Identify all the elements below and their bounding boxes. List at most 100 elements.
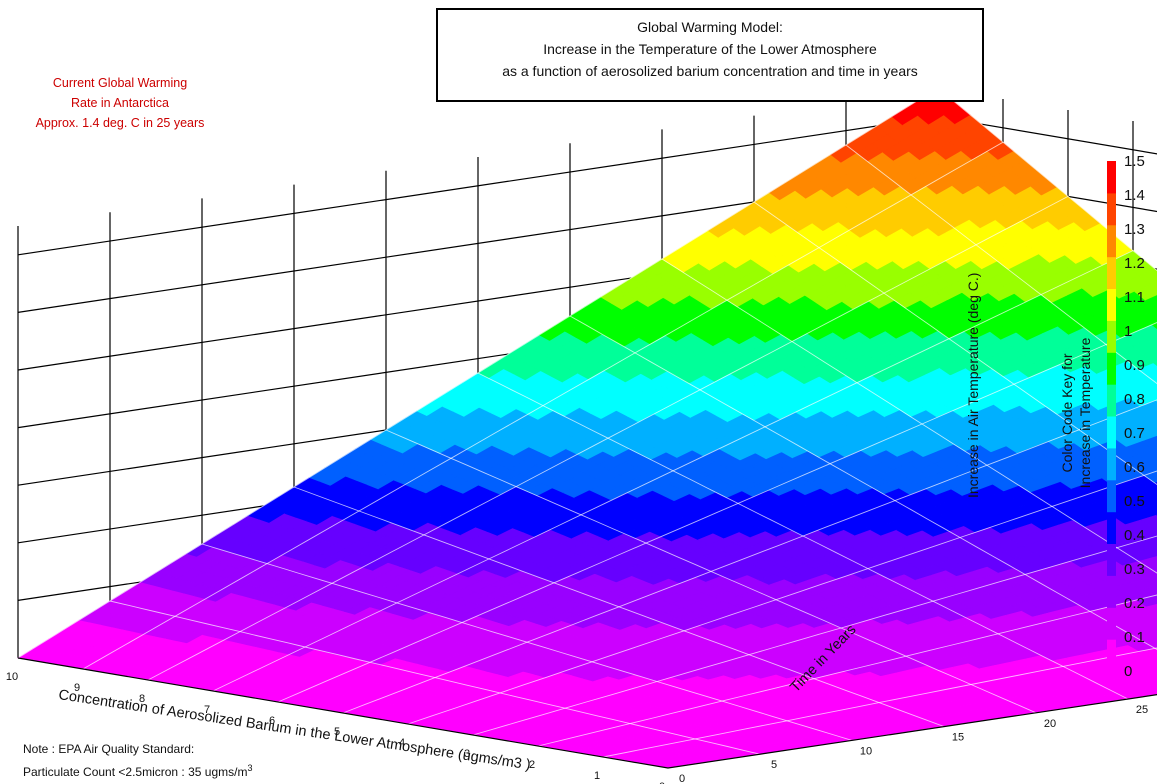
color-key-swatch [1107,543,1116,576]
surface-cell [1153,361,1157,367]
color-key-label: 0.2 [1124,595,1145,612]
surface-grid-line [753,201,1157,486]
surface-grid-line [109,600,761,755]
color-key-label: 1.4 [1124,187,1145,204]
color-key-label: 0.4 [1124,527,1145,544]
surface-grid-line [477,372,1129,700]
color-key-label: 0.5 [1124,493,1145,510]
surface-cell [1151,679,1157,684]
surface-cell [1149,493,1157,501]
y-tick-label: 20 [1044,718,1056,730]
z-axis-label: Increase in Air Temperature (deg C.) [965,273,981,498]
color-key-label: 0.3 [1124,561,1145,578]
y-tick-label: 15 [952,732,964,744]
color-key-swatch [1107,479,1116,513]
x-tick-label: 7 [204,704,210,716]
back-wall-hline [937,116,1157,155]
title-box: Global Warming Model: Increase in the Te… [436,8,984,102]
color-key-label: 0.8 [1124,391,1145,408]
chart-subtitle-2: as a function of aerosolized barium conc… [502,63,918,79]
surface-cell [1149,655,1157,662]
surface-cell [1146,423,1157,437]
color-key-label: 0.6 [1124,459,1145,476]
surface-grid-line [661,258,1157,574]
color-key: 0 0.1 0.2 0.3 0.4 0.5 0.6 0.7 0.8 0.9 1 1.1 1.2 1.3 1.… [1059,153,1145,680]
surface-bands [17,87,1157,769]
color-key-label: 0.9 [1124,357,1145,374]
surface-cell [1153,556,1157,560]
surface-cell [1146,686,1157,694]
color-key-swatch [1107,607,1116,640]
color-key-swatch [1107,575,1116,608]
antarctica-annotation: Current Global Warming Rate in Antarctic… [4,73,236,133]
surface-cell [1151,322,1157,330]
color-key-swatch [1107,384,1116,417]
surface-cell [1142,546,1157,558]
surface-grid-lines [17,87,1157,769]
x-tick-label: 9 [74,682,80,694]
color-key-label: 0.7 [1124,425,1145,442]
x-tick-label: 10 [6,671,18,683]
color-key-swatch [1107,288,1116,321]
color-key-swatch [1107,192,1116,226]
y-tick-label: 0 [679,773,685,784]
note-line-2-text: Particulate Count <2.5micron : 35 ugms/m [23,765,248,779]
surface-cell [1141,435,1157,450]
chart-subtitle-1: Increase in the Temperature of the Lower… [543,41,877,57]
color-key-label: 1.2 [1124,255,1145,272]
color-key-swatch [1107,447,1116,481]
color-key-label: 0 [1124,663,1132,680]
y-tick-label: 5 [771,759,777,771]
surface-cell [1145,503,1157,516]
y-tick-label: 10 [860,745,872,757]
x-tick-label: 3 [464,748,470,760]
surface-cell [1141,613,1157,624]
annotation-line-1: Current Global Warming [52,76,188,90]
surface-grid-line [385,429,1037,714]
color-key-swatch [1107,639,1116,672]
surface-cell [1144,387,1157,401]
surface-cell [1149,281,1157,291]
x-tick-label: 5 [334,726,340,738]
surface-cell [1147,630,1157,638]
surface-cell [1142,348,1157,364]
y-tick-label: 25 [1136,704,1148,716]
epa-note: Note : EPA Air Quality Standard: Particu… [23,740,252,782]
surface-cell [1151,525,1157,531]
color-key-title-2: Increase in Temperature [1077,337,1093,488]
color-key-swatch [1107,416,1116,449]
note-line-1: Note : EPA Air Quality Standard: [23,742,195,756]
side-wall-hline [17,116,939,256]
surface-cell [1146,603,1157,614]
color-key-swatch [1107,256,1116,289]
surface-cell [1145,663,1157,673]
surface-cell [1147,459,1157,469]
note-line-2-superscript: 3 [247,763,253,773]
color-key-label: 1.1 [1124,289,1145,306]
x-tick-label: 2 [529,759,535,771]
surface-grid-line [293,486,945,728]
surface-cell [1145,295,1157,310]
x-tick-label: 1 [594,770,600,782]
surface-cell [1146,335,1157,348]
note-line-2: Particulate Count <2.5micron : 35 ugms/m… [23,759,252,782]
x-tick-label: 4 [399,737,405,749]
color-key-label: 0.1 [1124,629,1145,646]
x-tick-label: 8 [139,693,145,705]
color-key-label: 1 [1124,323,1132,340]
color-key-swatch [1107,320,1116,353]
base-edges [17,657,1157,769]
color-key-swatch [1107,352,1116,385]
annotation-line-3: Approx. 1.4 deg. C in 25 years [35,116,205,130]
surface-grid-line [201,543,853,741]
color-key-label: 1.5 [1124,153,1145,170]
surface-cell [1144,575,1157,587]
chart-title: Global Warming Model: [637,19,783,35]
surface-grid-line [845,144,1157,385]
surface-grid-line [937,87,1157,272]
color-key-swatch [1107,511,1116,544]
annotation-line-2: Rate in Antarctica [71,96,169,110]
x-tick-label: 0 [659,781,665,784]
color-key-swatch [1107,224,1116,258]
